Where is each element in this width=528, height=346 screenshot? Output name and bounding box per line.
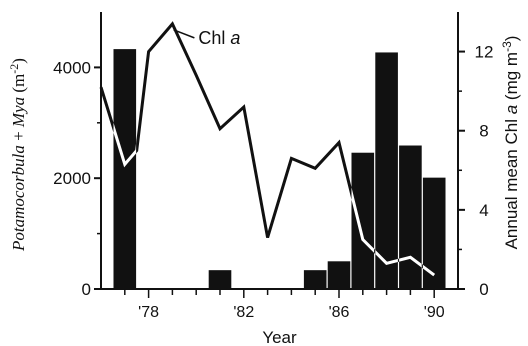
line-layer [99, 21, 436, 277]
left-tick-label: 0 [82, 280, 91, 299]
chl-a-pointer [173, 29, 195, 39]
chl-a-label-part: Chl [198, 28, 230, 48]
left-tick-label: 4000 [53, 58, 91, 77]
right-tick-label: 0 [479, 280, 488, 299]
bar [351, 152, 375, 289]
left-axis-title-part: ) [9, 58, 28, 64]
x-tick-label: '90 [424, 304, 445, 321]
chl-a-label: Chl a [198, 28, 240, 48]
left-axis-title-part: Mya [9, 97, 28, 128]
bar [375, 52, 398, 289]
bar [422, 177, 446, 289]
right-axis-title-part: ) [502, 36, 521, 42]
right-tick-label: 12 [475, 43, 494, 62]
bar [208, 270, 232, 289]
x-tick-label: '78 [138, 304, 159, 321]
axes-layer [94, 12, 465, 298]
right-axis-title-part: (mg m [502, 52, 521, 105]
right-tick-label: 4 [479, 201, 488, 220]
labels-layer: 0 2000 4000 0 4 8 12 '78 '82 '86 '90 Year Potamocorb… [7, 28, 521, 346]
left-axis-title-sup: -2 [7, 64, 21, 74]
bar [303, 270, 327, 289]
bar [113, 49, 137, 290]
x-axis-title: Year [262, 328, 297, 346]
chl-a-label-part: a [230, 28, 240, 48]
left-axis-title-part: + [9, 127, 28, 145]
x-tick-label: '86 [329, 304, 350, 321]
left-axis-title-part: (m [9, 74, 28, 97]
bar [327, 261, 351, 289]
right-axis-title-part: Annual mean Chl [502, 114, 521, 249]
right-axis-title-sup: -3 [500, 41, 514, 52]
bars-layer [113, 49, 446, 290]
left-tick-label: 2000 [53, 169, 91, 188]
left-axis-title-part: Potamocorbula [9, 145, 28, 252]
bar [399, 145, 422, 289]
chl-a-line [99, 21, 436, 277]
x-tick-label: '82 [233, 304, 254, 321]
right-axis-title: Annual mean Chl a (mg m-3) [500, 36, 521, 250]
left-axis-title: Potamocorbula + Mya (m-2) [7, 58, 28, 252]
right-axis-title-part: a [502, 105, 521, 114]
right-tick-label: 8 [479, 122, 488, 141]
